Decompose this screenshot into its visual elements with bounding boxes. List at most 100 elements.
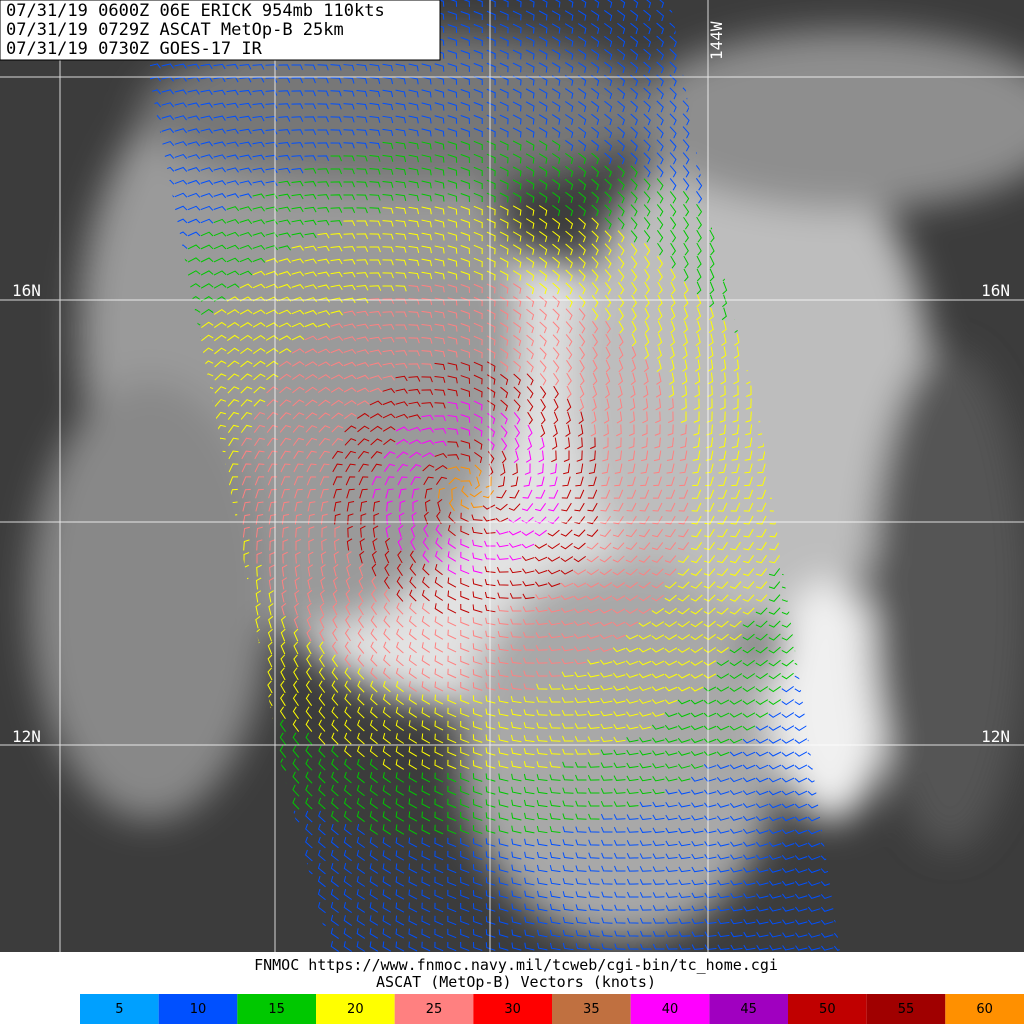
barb bbox=[534, 556, 548, 562]
barb bbox=[291, 232, 304, 238]
barb bbox=[552, 191, 561, 203]
barb bbox=[690, 594, 703, 602]
barb bbox=[625, 647, 639, 653]
barb bbox=[651, 634, 665, 640]
barb bbox=[356, 784, 365, 797]
barb bbox=[317, 168, 330, 174]
barb bbox=[357, 667, 365, 680]
barb bbox=[652, 489, 663, 499]
barb bbox=[511, 825, 522, 834]
barb bbox=[573, 542, 586, 550]
barb bbox=[498, 721, 509, 730]
barb bbox=[460, 362, 471, 371]
barb bbox=[665, 840, 678, 847]
barb bbox=[321, 538, 327, 551]
barb bbox=[523, 735, 535, 743]
barb bbox=[382, 63, 394, 72]
barb bbox=[359, 488, 368, 499]
barb bbox=[343, 103, 355, 110]
barb bbox=[499, 153, 509, 164]
barb bbox=[421, 284, 433, 293]
barb bbox=[434, 902, 444, 913]
barb bbox=[395, 128, 406, 137]
barb bbox=[756, 528, 767, 538]
barb bbox=[345, 576, 351, 590]
barb bbox=[291, 219, 304, 226]
barb bbox=[460, 838, 470, 848]
barb bbox=[395, 102, 406, 111]
barb bbox=[292, 386, 305, 394]
barb bbox=[408, 681, 418, 692]
barb bbox=[265, 180, 278, 187]
barb bbox=[498, 812, 509, 821]
barb bbox=[682, 113, 690, 126]
barb bbox=[536, 748, 548, 755]
barb bbox=[305, 797, 313, 810]
barb bbox=[523, 748, 535, 756]
barb bbox=[617, 204, 625, 217]
barb bbox=[498, 734, 509, 743]
barb bbox=[614, 463, 623, 474]
legend-swatch bbox=[237, 994, 316, 1024]
barb bbox=[278, 167, 291, 174]
barb bbox=[755, 764, 769, 770]
barb bbox=[499, 244, 509, 255]
barb bbox=[306, 641, 312, 655]
barb bbox=[523, 786, 535, 795]
barb bbox=[395, 298, 407, 305]
barb bbox=[485, 760, 496, 769]
barb bbox=[421, 941, 431, 952]
barb bbox=[768, 777, 782, 783]
barb bbox=[332, 628, 338, 642]
barb bbox=[613, 814, 626, 820]
barb bbox=[512, 88, 522, 99]
barb bbox=[794, 738, 808, 744]
barb bbox=[551, 127, 561, 138]
barb bbox=[460, 0, 470, 7]
barb bbox=[664, 724, 678, 730]
barb bbox=[781, 880, 795, 886]
barb bbox=[332, 476, 343, 486]
barb bbox=[709, 281, 715, 295]
barb bbox=[382, 413, 396, 419]
barb bbox=[252, 232, 266, 238]
barb bbox=[331, 450, 343, 459]
barb bbox=[252, 154, 265, 161]
barb bbox=[591, 100, 600, 113]
barb bbox=[369, 349, 382, 355]
barb bbox=[307, 488, 316, 499]
barb bbox=[682, 178, 690, 191]
barb bbox=[356, 310, 369, 317]
barb bbox=[201, 321, 214, 329]
barb bbox=[588, 865, 600, 872]
barb bbox=[317, 103, 329, 110]
barb bbox=[704, 528, 715, 538]
barb bbox=[369, 719, 378, 732]
barb bbox=[240, 399, 253, 407]
barb bbox=[565, 334, 573, 347]
barb bbox=[421, 720, 431, 731]
barb bbox=[730, 489, 741, 499]
barb bbox=[485, 695, 496, 704]
barb bbox=[343, 64, 355, 71]
barb bbox=[282, 551, 288, 564]
barb bbox=[592, 321, 599, 334]
barb bbox=[579, 385, 585, 399]
barb bbox=[768, 841, 782, 847]
barb bbox=[460, 525, 470, 536]
barb bbox=[343, 771, 352, 784]
barb bbox=[422, 576, 430, 589]
barb bbox=[552, 256, 561, 269]
barb bbox=[587, 762, 600, 768]
barb bbox=[562, 735, 574, 742]
barb bbox=[213, 218, 227, 224]
barb bbox=[434, 798, 444, 809]
barb bbox=[228, 450, 239, 460]
barb bbox=[305, 719, 313, 732]
barb bbox=[226, 321, 240, 328]
barb bbox=[577, 23, 587, 34]
barb bbox=[566, 359, 573, 373]
barb bbox=[742, 659, 755, 667]
barb bbox=[591, 269, 599, 282]
barb bbox=[356, 758, 365, 771]
